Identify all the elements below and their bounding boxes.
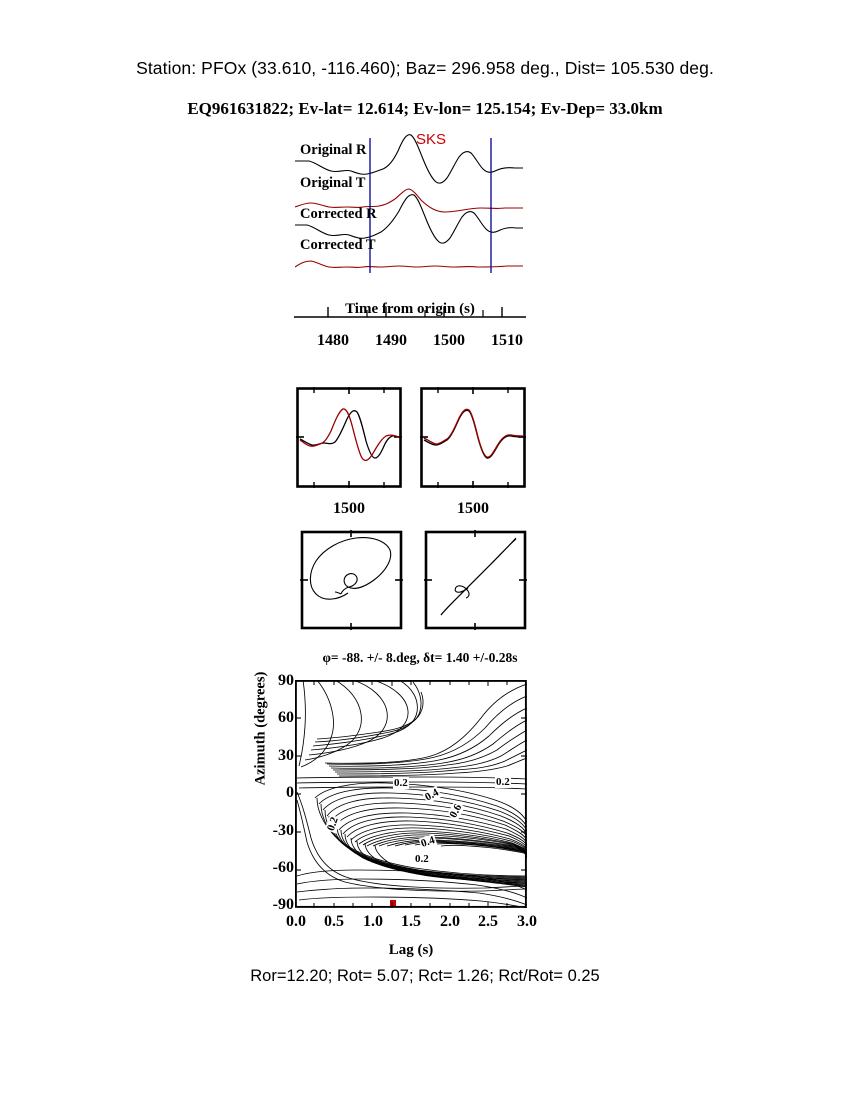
sks-phase-label: SKS	[416, 131, 447, 148]
compare-tick-left: 1500	[333, 500, 365, 517]
waveform-stack	[295, 133, 523, 278]
contour-xtick-5: 2.5	[478, 913, 498, 930]
contour-plot-title: φ= -88. +/- 8.deg, δt= 1.40 +/-0.28s	[322, 650, 518, 665]
contour-xtick-6: 3.0	[517, 913, 537, 930]
contour-ytick-neg60: -60	[272, 859, 294, 876]
trace-label-original-t: Original T	[300, 175, 366, 191]
trace-label-corrected-r: Corrected R	[300, 206, 377, 222]
time-axis-title: Time from origin (s)	[345, 301, 475, 317]
contour-plot	[294, 679, 527, 908]
contour-xtick-1: 0.5	[324, 913, 344, 930]
contour-ytick-90: 90	[278, 672, 294, 689]
contour-xtick-2: 1.0	[363, 913, 383, 930]
contour-xtick-0: 0.0	[286, 913, 306, 930]
trace-label-corrected-t: Corrected T	[300, 237, 376, 253]
contour-label-5: 0.2	[414, 853, 430, 865]
time-axis	[290, 303, 530, 353]
contour-ytick-neg30: -30	[272, 822, 294, 839]
contour-xtick-4: 2.0	[440, 913, 460, 930]
time-tick-1480: 1480	[317, 332, 349, 349]
time-tick-1490: 1490	[375, 332, 407, 349]
contour-ytick-30: 30	[278, 747, 294, 764]
station-header-line: Station: PFOx (33.610, -116.460); Baz= 2…	[136, 58, 714, 78]
contour-ytick-60: 60	[278, 709, 294, 726]
trace-label-original-r: Original R	[300, 142, 367, 158]
contour-x-axis-label: Lag (s)	[388, 942, 434, 958]
time-tick-1500: 1500	[433, 332, 465, 349]
panel-particle-motion-uncorrected	[300, 530, 403, 635]
time-tick-1510: 1510	[491, 332, 523, 349]
contour-ytick-neg90: -90	[272, 896, 294, 913]
contour-ytick-0: 0	[286, 784, 294, 801]
contour-xtick-3: 1.5	[401, 913, 421, 930]
panel-fast-slow-corrected	[420, 387, 526, 493]
event-header-line: EQ961631822; Ev-lat= 12.614; Ev-lon= 125…	[187, 99, 663, 118]
quality-metrics-footer: Ror=12.20; Rot= 5.07; Rct= 1.26; Rct/Rot…	[250, 967, 600, 985]
contour-label-0: 0.2	[393, 777, 409, 789]
contour-label-1: 0.2	[495, 776, 511, 788]
compare-tick-right: 1500	[457, 500, 489, 517]
panel-particle-motion-corrected	[424, 530, 527, 635]
panel-fast-slow-uncorrected	[296, 387, 402, 493]
